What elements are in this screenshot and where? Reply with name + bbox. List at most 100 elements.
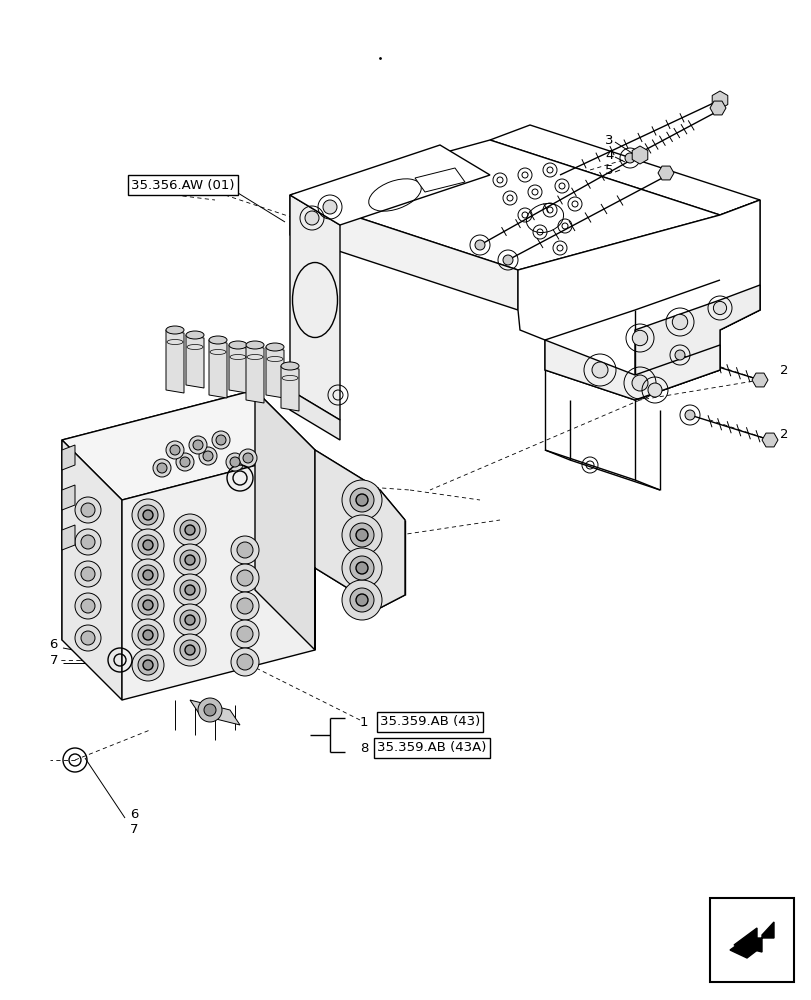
Circle shape xyxy=(180,550,200,570)
Polygon shape xyxy=(709,101,725,115)
Circle shape xyxy=(237,598,253,614)
Text: 35.356.AW (01): 35.356.AW (01) xyxy=(131,179,234,192)
Bar xyxy=(709,898,793,982)
Circle shape xyxy=(230,564,259,592)
Circle shape xyxy=(230,620,259,648)
Text: 4: 4 xyxy=(215,456,223,468)
Polygon shape xyxy=(761,433,777,447)
Circle shape xyxy=(143,660,152,670)
Circle shape xyxy=(138,505,158,525)
Text: 6: 6 xyxy=(130,808,138,821)
Text: 35.359.AB (43A): 35.359.AB (43A) xyxy=(377,742,486,754)
Circle shape xyxy=(355,594,367,606)
Polygon shape xyxy=(489,125,759,215)
Polygon shape xyxy=(62,390,315,500)
Polygon shape xyxy=(632,146,647,164)
Circle shape xyxy=(132,619,164,651)
Circle shape xyxy=(323,200,337,214)
Circle shape xyxy=(212,431,230,449)
Polygon shape xyxy=(544,340,719,400)
Circle shape xyxy=(185,615,195,625)
Circle shape xyxy=(81,631,95,645)
Circle shape xyxy=(143,540,152,550)
Circle shape xyxy=(174,514,206,546)
Circle shape xyxy=(230,648,259,676)
Circle shape xyxy=(152,459,171,477)
Polygon shape xyxy=(122,450,315,700)
Circle shape xyxy=(143,630,152,640)
Circle shape xyxy=(341,548,381,588)
Circle shape xyxy=(502,255,513,265)
Circle shape xyxy=(355,494,367,506)
Text: 8: 8 xyxy=(359,742,368,754)
Circle shape xyxy=(132,559,164,591)
Circle shape xyxy=(684,410,694,420)
Polygon shape xyxy=(634,285,759,400)
Circle shape xyxy=(81,535,95,549)
Circle shape xyxy=(230,592,259,620)
Polygon shape xyxy=(62,390,255,640)
Text: 2: 2 xyxy=(779,363,787,376)
Polygon shape xyxy=(165,330,184,393)
Circle shape xyxy=(225,453,243,471)
Polygon shape xyxy=(229,345,247,393)
Circle shape xyxy=(193,440,203,450)
Circle shape xyxy=(350,488,374,512)
Circle shape xyxy=(242,453,253,463)
Polygon shape xyxy=(62,525,75,550)
Polygon shape xyxy=(733,922,773,952)
Circle shape xyxy=(138,535,158,555)
Text: 3: 3 xyxy=(604,134,613,147)
Circle shape xyxy=(350,523,374,547)
Circle shape xyxy=(75,529,101,555)
Circle shape xyxy=(189,436,207,454)
Circle shape xyxy=(174,634,206,666)
Circle shape xyxy=(143,510,152,520)
Circle shape xyxy=(198,698,221,722)
Circle shape xyxy=(185,645,195,655)
Text: 5: 5 xyxy=(604,164,613,177)
Circle shape xyxy=(138,625,158,645)
Circle shape xyxy=(143,570,152,580)
Polygon shape xyxy=(517,200,759,400)
Text: 7: 7 xyxy=(49,654,58,666)
Polygon shape xyxy=(290,145,489,225)
Polygon shape xyxy=(719,200,759,330)
Circle shape xyxy=(75,593,101,619)
Text: 2: 2 xyxy=(779,428,787,442)
Circle shape xyxy=(624,153,634,163)
Circle shape xyxy=(204,704,216,716)
Polygon shape xyxy=(62,485,75,510)
Circle shape xyxy=(230,536,259,564)
Circle shape xyxy=(185,525,195,535)
Polygon shape xyxy=(729,940,759,958)
Circle shape xyxy=(238,449,257,467)
Circle shape xyxy=(674,350,684,360)
Circle shape xyxy=(132,589,164,621)
Circle shape xyxy=(138,565,158,585)
Circle shape xyxy=(81,599,95,613)
Circle shape xyxy=(341,515,381,555)
Ellipse shape xyxy=(281,362,298,370)
Circle shape xyxy=(138,655,158,675)
Circle shape xyxy=(230,457,240,467)
Circle shape xyxy=(185,585,195,595)
Circle shape xyxy=(132,529,164,561)
Circle shape xyxy=(350,556,374,580)
Circle shape xyxy=(81,567,95,581)
Polygon shape xyxy=(657,166,673,180)
Polygon shape xyxy=(414,168,465,192)
Text: 4: 4 xyxy=(604,149,612,162)
Circle shape xyxy=(138,595,158,615)
Ellipse shape xyxy=(229,341,247,349)
Circle shape xyxy=(174,604,206,636)
Circle shape xyxy=(180,640,200,660)
Ellipse shape xyxy=(266,343,284,351)
Circle shape xyxy=(632,330,647,346)
Text: 1: 1 xyxy=(359,716,368,728)
Circle shape xyxy=(180,580,200,600)
Circle shape xyxy=(237,570,253,586)
Circle shape xyxy=(75,625,101,651)
Circle shape xyxy=(185,555,195,565)
Ellipse shape xyxy=(165,326,184,334)
